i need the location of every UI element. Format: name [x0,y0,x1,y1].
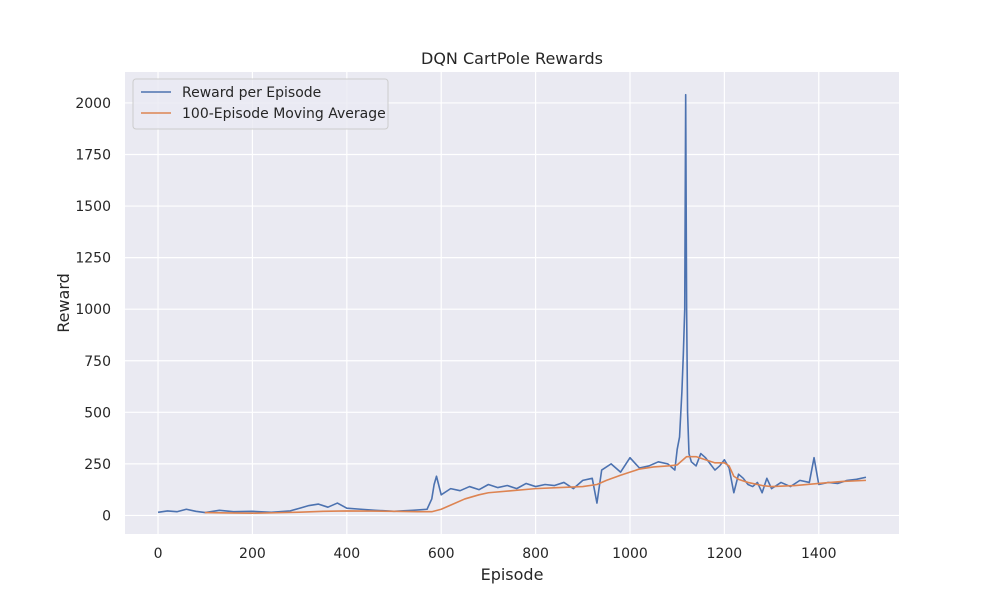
y-tick-label: 750 [84,354,111,370]
x-tick-label: 0 [154,546,163,562]
reward-per-episode-line [157,93,867,514]
tick-labels: 0 200 400 600 800 1000 1200 1400 0 250 500 750 1000 1… [75,96,836,562]
x-tick-label: 1400 [801,546,837,562]
y-tick-label: 1000 [75,302,111,318]
y-tick-label: 500 [84,405,111,421]
y-tick-label: 250 [84,457,111,473]
y-tick-label: 0 [102,508,111,524]
legend: Reward per Episode 100-Episode Moving Av… [132,78,389,130]
legend-box [132,78,389,130]
grid [125,72,899,534]
y-tick-label: 1500 [75,199,111,215]
legend-label-moving-average: 100-Episode Moving Average [182,106,386,122]
x-tick-label: 200 [239,546,266,562]
legend-label-reward: Reward per Episode [182,85,321,101]
y-tick-label: 1250 [75,251,111,267]
x-tick-label: 1200 [707,546,743,562]
x-tick-label: 600 [428,546,455,562]
x-tick-label: 400 [333,546,360,562]
x-tick-label: 1000 [612,546,648,562]
y-tick-label: 1750 [75,148,111,164]
x-tick-label: 800 [522,546,549,562]
series-group [157,93,867,514]
x-axis-label: Episode [481,565,544,584]
y-axis-label: Reward [54,273,73,333]
plot-background [125,72,899,534]
moving-average-line [204,455,866,514]
chart-title: DQN CartPole Rewards [421,49,603,68]
y-tick-label: 2000 [75,96,111,112]
